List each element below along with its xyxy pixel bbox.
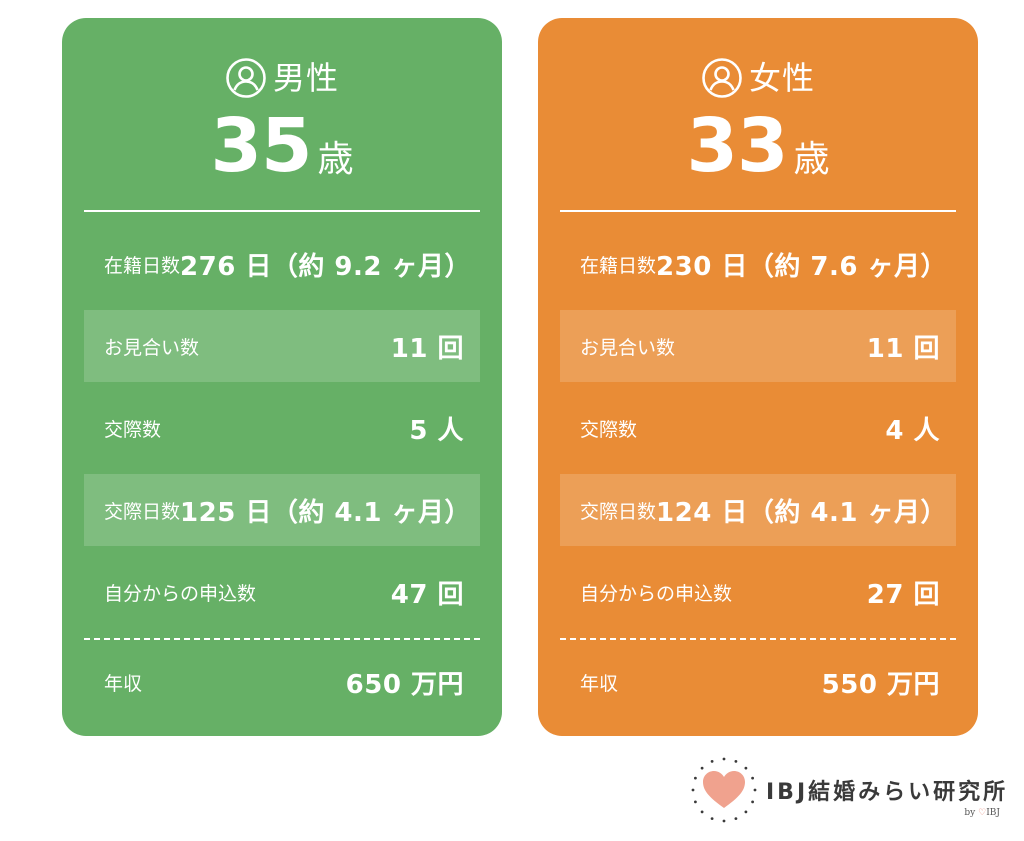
male-card: 男性 35 歳 在籍日数 276 日（約 9.2 ヶ月） お見合い数 11 回 … xyxy=(62,18,502,736)
female-row-omiai-count: お見合い数 11 回 xyxy=(560,310,956,382)
male-age-value: 35 xyxy=(210,103,313,189)
male-age: 35 歳 xyxy=(211,106,354,186)
female-age-unit: 歳 xyxy=(793,139,830,180)
stat-label: 在籍日数 xyxy=(580,254,657,277)
female-age: 33 歳 xyxy=(687,106,830,186)
stat-value: 276 日（約 9.2 ヶ月） xyxy=(180,251,472,282)
female-card: 女性 33 歳 在籍日数 230 日（約 7.6 ヶ月） お見合い数 11 回 … xyxy=(538,18,978,736)
female-gender-label: 女性 xyxy=(748,59,815,97)
female-row-own-applications: 自分からの申込数 27 回 xyxy=(560,556,956,628)
male-row-income: 年収 650 万円 xyxy=(84,646,480,718)
stat-value: 47 回 xyxy=(390,579,464,610)
stat-label: 在籍日数 xyxy=(104,254,181,277)
female-age-value: 33 xyxy=(686,103,789,189)
person-icon xyxy=(226,58,266,98)
dashed-divider xyxy=(560,638,956,640)
stat-value: 27 回 xyxy=(866,579,940,610)
male-row-dating-days: 交際日数 125 日（約 4.1 ヶ月） xyxy=(84,474,480,546)
logo-name: IBJ結婚みらい研究所 xyxy=(766,780,1009,805)
person-icon xyxy=(702,58,742,98)
male-gender-row: 男性 xyxy=(225,56,339,100)
stat-value: 5 人 xyxy=(409,415,464,446)
heart-icon xyxy=(691,757,757,823)
male-row-own-applications: 自分からの申込数 47 回 xyxy=(84,556,480,628)
male-row-dating-count: 交際数 5 人 xyxy=(84,392,480,464)
stat-value: 550 万円 xyxy=(821,669,940,700)
female-row-enrollment-days: 在籍日数 230 日（約 7.6 ヶ月） xyxy=(560,228,956,300)
stat-value: 124 日（約 4.1 ヶ月） xyxy=(656,497,948,528)
logo-byline: by ♡IBJ xyxy=(964,808,1000,818)
small-heart-icon: ♡ xyxy=(978,808,987,818)
stat-value: 125 日（約 4.1 ヶ月） xyxy=(180,497,472,528)
stat-label: 交際数 xyxy=(580,418,638,441)
male-card-header: 男性 35 歳 xyxy=(84,18,480,212)
ibj-logo: IBJ結婚みらい研究所 by ♡IBJ xyxy=(690,756,1008,828)
male-age-unit: 歳 xyxy=(317,139,354,180)
stat-label: 年収 xyxy=(104,672,143,695)
stat-value: 230 日（約 7.6 ヶ月） xyxy=(656,251,948,282)
male-row-omiai-count: お見合い数 11 回 xyxy=(84,310,480,382)
stat-label: お見合い数 xyxy=(104,336,200,359)
stat-value: 11 回 xyxy=(866,333,940,364)
female-row-dating-days: 交際日数 124 日（約 4.1 ヶ月） xyxy=(560,474,956,546)
stat-label: 交際日数 xyxy=(580,500,657,523)
stat-label: 自分からの申込数 xyxy=(104,582,257,605)
stat-label: お見合い数 xyxy=(580,336,676,359)
logo-brand: IBJ xyxy=(986,808,1000,818)
stat-label: 交際日数 xyxy=(104,500,181,523)
stat-value: 4 人 xyxy=(885,415,940,446)
female-row-income: 年収 550 万円 xyxy=(560,646,956,718)
male-row-enrollment-days: 在籍日数 276 日（約 9.2 ヶ月） xyxy=(84,228,480,300)
stat-value: 11 回 xyxy=(390,333,464,364)
stat-value: 650 万円 xyxy=(345,669,464,700)
stat-label: 自分からの申込数 xyxy=(580,582,733,605)
female-gender-row: 女性 xyxy=(701,56,815,100)
dashed-divider xyxy=(84,638,480,640)
male-gender-label: 男性 xyxy=(272,59,339,97)
female-card-header: 女性 33 歳 xyxy=(560,18,956,212)
stat-label: 交際数 xyxy=(104,418,162,441)
female-row-dating-count: 交際数 4 人 xyxy=(560,392,956,464)
stat-label: 年収 xyxy=(580,672,619,695)
logo-by: by xyxy=(964,808,979,818)
